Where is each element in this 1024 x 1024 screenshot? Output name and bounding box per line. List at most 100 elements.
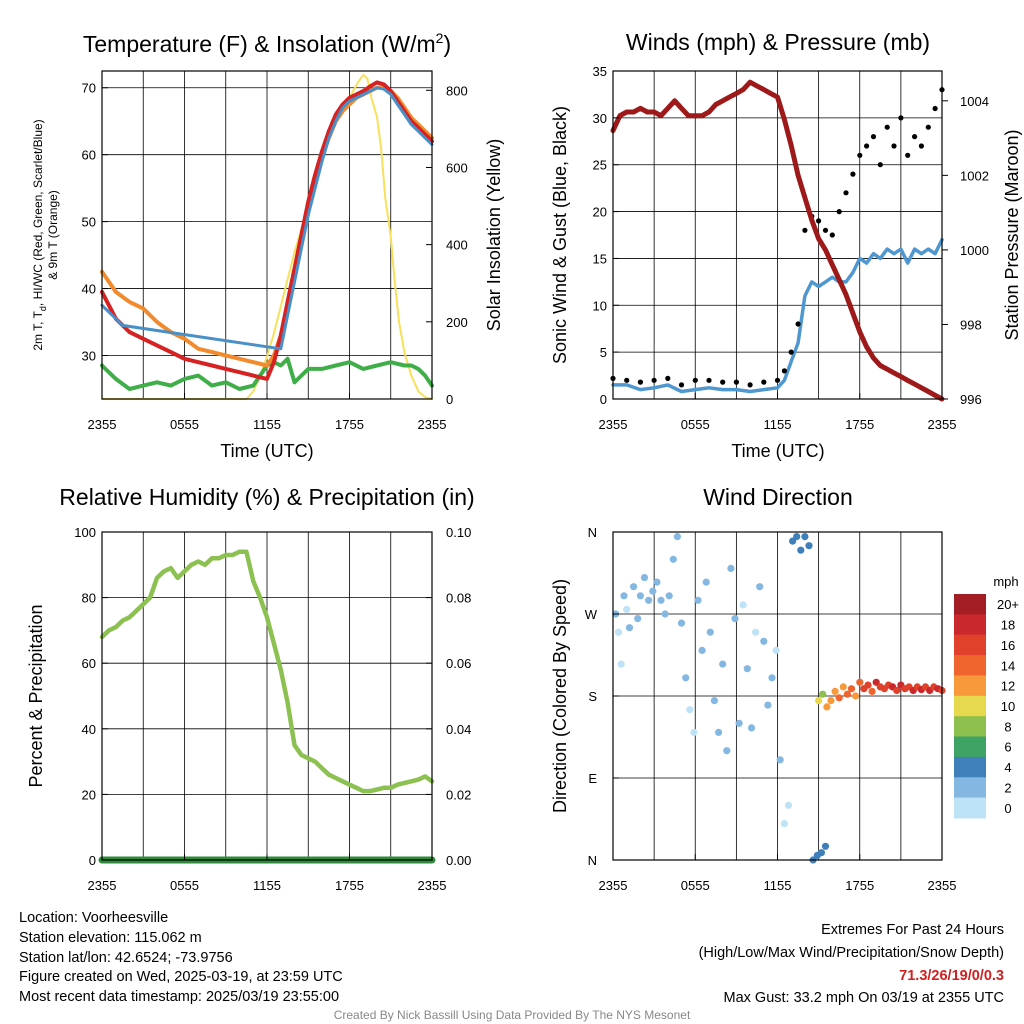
p4-xtick-label: 0555 <box>681 878 710 893</box>
p1-y2tick-label: 0 <box>446 392 453 407</box>
colorbar: 20+ 18 16 14 12 10 8 6 4 2 0 <box>954 594 1019 819</box>
gust-point <box>864 143 870 149</box>
gust-point <box>651 377 657 383</box>
wind-direction-point <box>723 747 731 755</box>
gust-point <box>877 162 883 168</box>
gust-point <box>857 152 863 158</box>
wind-direction-point <box>702 578 710 586</box>
p2-ytick-label: 25 <box>593 158 607 173</box>
gust-point <box>912 134 918 140</box>
p1-ytick-label: 60 <box>82 148 96 163</box>
p2-ytick-label: 30 <box>593 111 607 126</box>
wind-direction-point <box>735 719 743 727</box>
wind-direction-point <box>843 690 852 698</box>
p3-ytick-label: 80 <box>82 591 96 606</box>
panel-winds-marks <box>610 79 945 402</box>
colorbar-unit: mph <box>993 574 1018 589</box>
p2-xtick-label: 0555 <box>681 417 710 432</box>
p2-xtick-label: 2355 <box>928 417 957 432</box>
gust-point <box>836 209 842 215</box>
wind-direction-point <box>801 533 809 541</box>
wind-direction-point <box>694 596 702 604</box>
wind-direction-point <box>780 820 789 828</box>
panel-humidity-title: Relative Humidity (%) & Precipitation (i… <box>59 484 474 510</box>
p3-xtick-label: 2355 <box>88 878 117 893</box>
info-location: Location: Voorheesville <box>19 910 168 926</box>
colorbar-label: 18 <box>1001 618 1015 633</box>
panel-humidity-ylabel: Percent & Precipitation <box>26 604 46 787</box>
p2-y2tick-label: 996 <box>960 392 982 407</box>
wind-direction-point <box>772 646 780 655</box>
gust-point <box>884 124 890 130</box>
gust-point <box>733 379 740 385</box>
panel-winds-y2label: Station Pressure (Maroon) <box>1002 129 1022 340</box>
panel-winds-ticks: 2355 0555 1155 1755 2355 0 5 10 15 20 25 30 35 996 998… <box>593 64 989 432</box>
gust-point <box>932 105 938 112</box>
p1-ytick-label: 50 <box>82 215 96 230</box>
extremes-title: Extremes For Past 24 Hours <box>821 922 1004 938</box>
p3-y2tick-label: 0.04 <box>446 722 471 737</box>
wind-direction-point <box>839 683 847 691</box>
wind-direction-point <box>719 660 727 668</box>
p2-xtick-label: 1155 <box>764 417 792 432</box>
p3-xtick-label: 1755 <box>335 878 364 893</box>
wind-direction-point <box>706 628 714 636</box>
p2-ytick-label: 35 <box>593 64 607 79</box>
panel-wind-direction-ylabel: Direction (Colored By Speed) <box>550 579 570 813</box>
panel-wind-direction-grid <box>613 532 942 860</box>
p3-y2tick-label: 0.02 <box>446 787 471 802</box>
gust-point <box>637 379 644 385</box>
info-latlon: Station lat/lon: 42.6524; -73.9756 <box>19 950 233 966</box>
wind-direction-point <box>764 701 772 709</box>
colorbar-label: 6 <box>1004 740 1011 755</box>
colorbar-swatch <box>954 716 986 738</box>
gust-point <box>843 190 849 196</box>
p1-y2tick-label: 600 <box>446 160 468 175</box>
gust-point <box>822 227 829 233</box>
series-sonic-wind <box>611 237 944 394</box>
p3-y2tick-label: 0.00 <box>446 853 471 868</box>
wind-direction-point <box>864 681 872 689</box>
panel-temperature-ticks: 2355 0555 1155 1755 2355 30 40 50 60 70 0 200 400 600… <box>82 81 468 432</box>
wind-direction-point <box>821 842 830 850</box>
panel-humidity: Relative Humidity (%) & Precipitation (i… <box>26 484 475 893</box>
p2-y2tick-label: 998 <box>960 317 982 332</box>
p1-xtick-label: 1755 <box>335 417 364 432</box>
colorbar-swatch <box>954 614 986 636</box>
wind-direction-point <box>636 592 645 600</box>
wind-direction-point <box>727 564 735 573</box>
extremes-values: 71.3/26/19/0/0.3 <box>899 968 1004 984</box>
panel-temperature-y2label: Solar Insolation (Yellow) <box>484 139 504 331</box>
wind-direction-point <box>617 660 625 668</box>
info-recent: Most recent data timestamp: 2025/03/19 2… <box>19 989 339 1005</box>
wind-direction-point <box>831 687 839 696</box>
wind-direction-point <box>743 665 751 673</box>
panel-wind-direction-marks <box>612 533 946 864</box>
p3-xtick-label: 2355 <box>418 878 447 893</box>
wind-direction-point <box>815 697 823 705</box>
wind-direction-point <box>630 583 638 591</box>
wind-direction-point <box>690 728 698 737</box>
p3-y2tick-label: 0.10 <box>446 525 471 540</box>
wind-direction-point <box>640 574 649 582</box>
wind-direction-point <box>835 694 843 702</box>
gust-point <box>692 377 698 383</box>
p4-ytick-label: N <box>588 525 597 540</box>
p2-xtick-label: 1755 <box>845 417 874 432</box>
panel-temperature-xlabel: Time (UTC) <box>220 441 313 461</box>
wind-direction-point <box>747 724 756 732</box>
gust-point <box>624 377 630 383</box>
p3-xtick-label: 0555 <box>170 878 199 893</box>
extremes-subtitle: (High/Low/Max Wind/Precipitation/Snow De… <box>699 945 1004 961</box>
panel-winds-xlabel: Time (UTC) <box>731 441 824 461</box>
p2-y2tick-label: 1002 <box>960 168 989 183</box>
colorbar-swatch <box>954 675 986 697</box>
wind-direction-point <box>698 646 706 655</box>
gust-point <box>925 124 931 130</box>
panel-winds-grid <box>613 71 942 399</box>
wind-direction-point <box>614 628 623 636</box>
p3-ytick-label: 40 <box>82 722 96 737</box>
p4-xtick-label: 2355 <box>599 878 628 893</box>
